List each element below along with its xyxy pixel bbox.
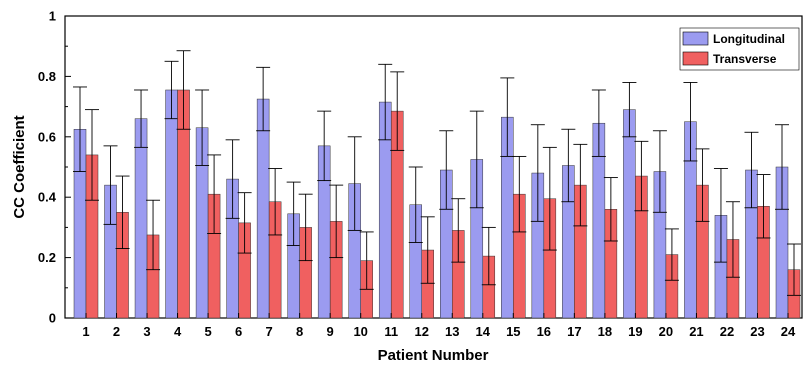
error-bar-longitudinal-patient-14	[469, 110, 484, 209]
error-bar-longitudinal-patient-12	[408, 166, 423, 243]
bar-longitudinal-patient-4	[165, 89, 178, 319]
y-tick-label: 1	[49, 9, 56, 24]
error-bar-longitudinal-patient-17	[561, 128, 576, 203]
error-bar-longitudinal-patient-9	[317, 110, 332, 182]
x-tick-label: 22	[720, 324, 734, 339]
x-tick-label: 2	[113, 324, 120, 339]
x-tick-label: 10	[353, 324, 367, 339]
error-bar-longitudinal-patient-7	[256, 66, 271, 132]
error-bar-transverse-patient-15	[512, 155, 527, 233]
error-bar-longitudinal-patient-8	[286, 181, 301, 246]
error-bar-transverse-patient-21	[695, 148, 710, 222]
error-bar-longitudinal-patient-5	[195, 89, 210, 166]
bar-longitudinal-patient-3	[134, 118, 148, 319]
error-bar-transverse-patient-12	[420, 216, 435, 284]
error-bar-longitudinal-patient-16	[530, 124, 545, 222]
legend-label-longitudinal: Longitudinal	[713, 32, 785, 46]
x-tick-label: 6	[235, 324, 242, 339]
x-tick-label: 5	[204, 324, 211, 339]
x-tick-label: 19	[628, 324, 642, 339]
x-tick-label: 3	[143, 324, 150, 339]
error-bar-transverse-patient-4	[176, 50, 191, 130]
y-tick-label: 0	[49, 311, 56, 326]
error-bar-transverse-patient-10	[359, 231, 374, 290]
x-tick-label: 11	[384, 324, 398, 339]
legend: Longitudinal Transverse	[679, 27, 800, 71]
error-bar-longitudinal-patient-15	[500, 77, 515, 157]
error-bar-transverse-patient-14	[481, 226, 496, 286]
error-bar-longitudinal-patient-10	[347, 136, 362, 231]
error-bar-longitudinal-patient-6	[225, 139, 240, 219]
y-tick-label: 0.2	[38, 250, 56, 265]
legend-label-transverse: Transverse	[713, 52, 777, 66]
error-bar-transverse-patient-9	[329, 184, 344, 259]
x-tick-label: 9	[327, 324, 334, 339]
error-bar-transverse-patient-24	[787, 243, 801, 296]
legend-swatch-longitudinal	[682, 31, 709, 46]
y-tick-label: 0.4	[38, 190, 57, 205]
error-bar-transverse-patient-19	[634, 140, 649, 212]
error-bar-longitudinal-patient-4	[164, 60, 179, 120]
x-axis-title: Patient Number	[378, 347, 489, 364]
error-bar-longitudinal-patient-22	[713, 168, 728, 263]
error-bar-transverse-patient-5	[207, 154, 222, 234]
x-tick-label: 21	[689, 324, 703, 339]
error-bar-transverse-patient-22	[725, 201, 740, 278]
y-tick-label: 0.8	[38, 69, 56, 84]
error-bar-longitudinal-patient-3	[134, 89, 149, 148]
error-bar-longitudinal-patient-13	[439, 130, 454, 210]
x-tick-label: 14	[476, 324, 491, 339]
error-bar-transverse-patient-11	[390, 71, 405, 151]
y-tick-label: 0.6	[38, 129, 56, 144]
error-bar-longitudinal-patient-21	[683, 81, 698, 162]
error-bar-transverse-patient-2	[115, 175, 130, 249]
bar-longitudinal-patient-7	[256, 98, 270, 319]
error-bar-longitudinal-patient-1	[73, 86, 87, 172]
x-tick-label: 16	[537, 324, 551, 339]
x-tick-label: 15	[506, 324, 520, 339]
error-bar-longitudinal-patient-23	[744, 131, 759, 209]
x-tick-label: 4	[174, 324, 182, 339]
x-tick-label: 24	[781, 324, 796, 339]
x-tick-label: 13	[445, 324, 459, 339]
error-bar-transverse-patient-17	[573, 143, 588, 227]
legend-swatch-transverse	[682, 51, 709, 66]
error-bar-transverse-patient-13	[451, 198, 466, 263]
x-tick-label: 23	[750, 324, 764, 339]
x-tick-label: 12	[415, 324, 429, 339]
error-bar-longitudinal-patient-20	[652, 130, 667, 213]
error-bar-transverse-patient-20	[664, 228, 679, 281]
error-bar-transverse-patient-1	[85, 109, 99, 201]
y-axis-title: CC Coefficient	[11, 115, 28, 218]
x-tick-label: 8	[296, 324, 303, 339]
error-bar-longitudinal-patient-2	[103, 145, 118, 225]
error-bar-transverse-patient-18	[603, 177, 618, 242]
x-tick-label: 17	[567, 324, 581, 339]
error-bar-longitudinal-patient-18	[591, 89, 606, 157]
error-bar-longitudinal-patient-24	[775, 124, 789, 210]
error-bar-transverse-patient-3	[146, 199, 161, 271]
x-tick-label: 20	[659, 324, 673, 339]
x-tick-label: 7	[266, 324, 273, 339]
x-tick-label: 1	[82, 324, 89, 339]
error-bar-transverse-patient-16	[542, 146, 557, 251]
error-bar-transverse-patient-23	[756, 174, 771, 239]
bar-longitudinal-patient-19	[623, 109, 636, 319]
error-bar-transverse-patient-7	[268, 168, 283, 236]
error-bar-transverse-patient-6	[237, 192, 252, 254]
error-bar-longitudinal-patient-19	[622, 81, 637, 138]
error-bar-transverse-patient-8	[298, 193, 313, 262]
error-bar-longitudinal-patient-11	[378, 63, 393, 141]
x-tick-label: 18	[598, 324, 612, 339]
